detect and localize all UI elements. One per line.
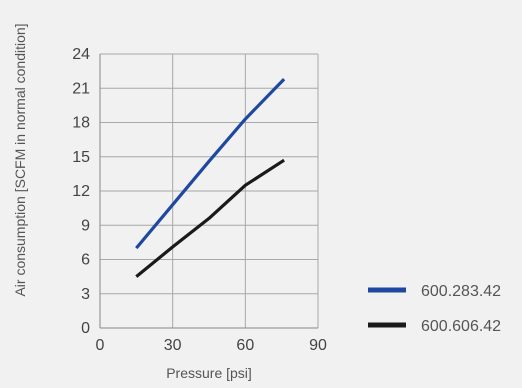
series-lines bbox=[135, 77, 286, 278]
series-line-0 bbox=[135, 77, 286, 250]
y-tick-label-4: 12 bbox=[72, 183, 90, 200]
legend-label-0: 600.283.42 bbox=[421, 283, 501, 300]
x-tick-label-1: 30 bbox=[164, 337, 182, 354]
plot-frame bbox=[99, 54, 318, 329]
y-axis-title: Air consumption [SCFM in normal conditio… bbox=[12, 23, 28, 296]
y-tick-label-0: 0 bbox=[81, 320, 90, 337]
x-tick-label-0: 0 bbox=[96, 337, 105, 354]
y-tick-label-7: 21 bbox=[72, 80, 90, 97]
legend: 600.283.42 600.606.42 bbox=[368, 283, 501, 335]
y-tick-label-6: 18 bbox=[72, 115, 90, 132]
x-axis-title: Pressure [psi] bbox=[166, 365, 252, 381]
y-tick-label-2: 6 bbox=[81, 252, 90, 269]
y-tick-label-1: 3 bbox=[81, 286, 90, 303]
x-tick-label-2: 60 bbox=[236, 337, 254, 354]
legend-label-1: 600.606.42 bbox=[421, 318, 501, 335]
x-tick-label-3: 90 bbox=[309, 337, 327, 354]
y-tick-label-8: 24 bbox=[72, 46, 90, 63]
y-tick-labels: 0 3 6 9 12 15 18 21 24 bbox=[72, 46, 90, 337]
y-tick-label-5: 15 bbox=[72, 149, 90, 166]
plot-grid bbox=[99, 53, 319, 329]
y-tick-label-3: 9 bbox=[81, 217, 90, 234]
series-line-1 bbox=[135, 158, 285, 278]
x-tick-labels: 0 30 60 90 bbox=[96, 337, 327, 354]
